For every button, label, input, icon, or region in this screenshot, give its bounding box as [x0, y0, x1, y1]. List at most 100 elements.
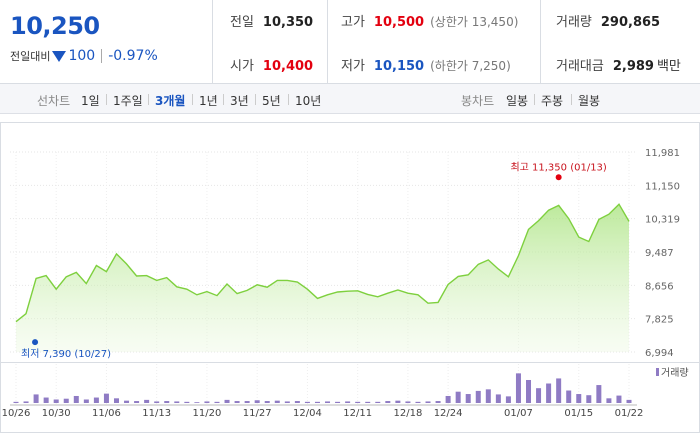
volume-bar	[144, 399, 150, 403]
change-label: 전일대비	[10, 50, 51, 63]
volume-bar	[194, 402, 200, 403]
tab-period-4[interactable]: 3년	[230, 94, 249, 108]
stat-label: 저가	[341, 59, 365, 74]
stat-high: 고가 10,500 (상한가 13,450)	[341, 11, 518, 30]
x-tick-label: 10/26	[2, 408, 31, 419]
tab-separator	[106, 94, 107, 105]
tab-separator	[148, 94, 149, 105]
volume-bar	[455, 391, 461, 403]
volume-bar	[264, 401, 270, 403]
volume-bar	[596, 385, 602, 403]
high-marker	[555, 174, 562, 181]
volume-bar	[515, 373, 521, 403]
volume-bar	[616, 395, 622, 403]
volume-bar	[93, 397, 99, 403]
candle-chart-label: 봉차트	[461, 94, 495, 108]
volume-bar	[505, 396, 511, 403]
change-row: 전일대비 100 -0.97%	[10, 48, 158, 64]
volume-bar	[43, 397, 49, 403]
volume-bar	[174, 401, 180, 403]
volume-bar	[495, 394, 501, 403]
volume-bar	[274, 400, 280, 403]
tab-candle-2[interactable]: 월봉	[578, 94, 601, 108]
tab-separator	[288, 94, 289, 105]
stat-label: 거래량	[556, 15, 592, 30]
stat-prev-close: 전일 10,350	[230, 11, 313, 30]
x-tick-label: 12/11	[343, 408, 372, 419]
x-tick-label: 11/06	[92, 408, 121, 419]
stat-upper-limit: (상한가 13,450)	[430, 15, 519, 29]
divider	[327, 0, 328, 84]
volume-bar	[365, 401, 371, 403]
tab-period-3[interactable]: 1년	[199, 94, 218, 108]
volume-bar	[134, 401, 140, 403]
current-price: 10,250	[10, 12, 100, 40]
volume-bar	[13, 401, 19, 403]
price-area	[16, 204, 629, 352]
tab-separator	[192, 94, 193, 105]
volume-bar	[485, 389, 491, 403]
volume-bar	[415, 401, 421, 403]
stat-value: 10,150	[373, 59, 425, 74]
change-value: 100	[68, 48, 96, 64]
volume-bar	[566, 390, 572, 403]
volume-bar	[244, 401, 250, 403]
volume-bar	[435, 401, 441, 403]
high-annotation: 최고 11,350 (01/13)	[510, 161, 606, 173]
tab-separator	[534, 94, 535, 105]
stat-low: 저가 10,150 (하한가 7,250)	[341, 55, 511, 74]
volume-bar	[304, 401, 310, 403]
volume-bar	[224, 399, 230, 403]
y-tick-label: 6,994	[645, 348, 674, 359]
x-tick-label: 12/18	[394, 408, 423, 419]
volume-bar	[425, 401, 431, 403]
tab-separator	[571, 94, 572, 105]
tab-period-1[interactable]: 1주일	[113, 94, 143, 108]
tab-period-6[interactable]: 10년	[295, 94, 322, 108]
x-tick-label: 11/20	[193, 408, 222, 419]
volume-bar	[164, 401, 170, 403]
volume-bar	[335, 401, 341, 403]
price-summary: 10,250 전일대비 100 -0.97%	[0, 0, 213, 84]
volume-bar	[345, 401, 351, 403]
volume-bar	[103, 393, 109, 403]
y-tick-label: 9,487	[645, 248, 674, 259]
stat-value: 290,865	[600, 15, 661, 30]
tab-separator	[223, 94, 224, 105]
stat-volume: 거래량 290,865	[556, 11, 660, 30]
stat-value: 2,989	[612, 59, 654, 74]
volume-bar	[375, 401, 381, 403]
volume-bar	[536, 388, 542, 403]
volume-bar	[33, 394, 39, 403]
tab-candle-0[interactable]: 일봉	[506, 94, 529, 108]
stat-lower-limit: (하한가 7,250)	[430, 59, 511, 73]
volume-bar	[63, 398, 69, 403]
tab-period-5[interactable]: 5년	[262, 94, 281, 108]
volume-bar	[154, 401, 160, 403]
x-tick-label: 12/04	[293, 408, 322, 419]
change-percent: -0.97%	[108, 48, 158, 64]
volume-bar	[314, 401, 320, 403]
line-chart-label: 선차트	[37, 94, 71, 108]
low-marker	[32, 339, 39, 346]
volume-bar	[124, 400, 130, 403]
volume-bar	[355, 401, 361, 403]
tab-separator	[255, 94, 256, 105]
x-tick-label: 01/22	[615, 408, 644, 419]
stat-open: 시가 10,400	[230, 55, 313, 74]
tab-period-2[interactable]: 3개월	[155, 94, 186, 108]
volume-bar	[405, 401, 411, 403]
tab-candle-1[interactable]: 주봉	[541, 94, 564, 108]
tab-period-0[interactable]: 1일	[81, 94, 100, 108]
stat-unit: 백만	[656, 59, 681, 74]
divider	[540, 0, 541, 84]
stat-value: 10,400	[262, 59, 314, 74]
volume-bar	[214, 401, 220, 403]
x-tick-label: 01/07	[504, 408, 533, 419]
volume-bar	[204, 401, 210, 403]
volume-bar	[546, 383, 552, 403]
volume-bar	[606, 398, 612, 403]
stat-label: 전일	[230, 15, 254, 30]
chart-period-tabs: 선차트 1일 1주일 3개월 1년 3년 5년 10년 봉차트 일봉 주봉 월봉	[0, 84, 700, 114]
stat-amount: 거래대금 2,989 백만	[556, 55, 681, 74]
